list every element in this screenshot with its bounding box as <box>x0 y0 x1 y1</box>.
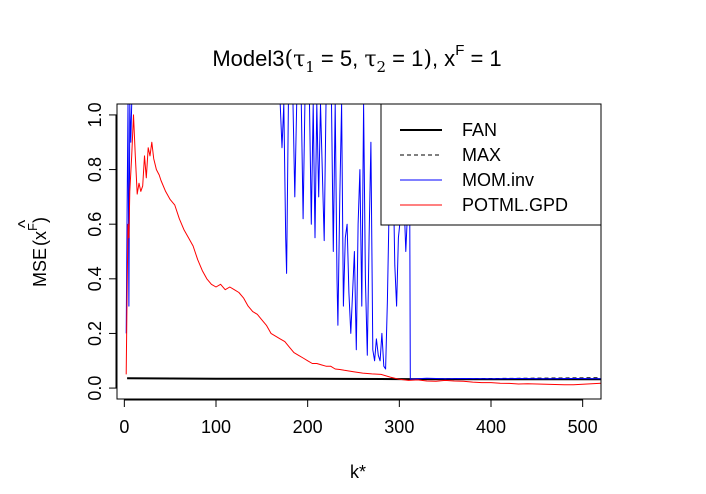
legend-label-mom-inv: MOM.inv <box>462 170 534 190</box>
title-tau-2: τ <box>364 47 376 72</box>
plot-frame <box>116 103 602 400</box>
x-axis: 0 100 200 300 400 500 <box>119 399 598 437</box>
y-axis: 0.0 0.2 0.4 0.6 0.8 1.0 <box>85 102 117 401</box>
y-tick-label: 0.4 <box>85 266 105 291</box>
title-sup: F <box>455 42 464 59</box>
y-label-hat: ^ <box>15 219 35 228</box>
title-sub-2: 2 <box>377 58 387 76</box>
svg-text:MSE(xF): MSE (xF) <box>25 217 50 287</box>
y-label-sup: F <box>25 223 40 231</box>
title-eq-2: = 1 <box>386 46 423 71</box>
y-label-prefix: MSE <box>30 248 50 287</box>
title-eq-3: = 1 <box>464 46 501 71</box>
title-eq-1: = 5, <box>315 46 365 71</box>
x-tick-label: 400 <box>476 417 506 437</box>
y-tick-label: 0.2 <box>85 321 105 346</box>
title-open-paren: ( <box>284 47 293 72</box>
title-prefix: Model3 <box>212 46 284 71</box>
legend-label-potml-gpd: POTML.GPD <box>462 195 568 215</box>
x-tick-label: 200 <box>293 417 323 437</box>
y-tick-label: 0.8 <box>85 157 105 182</box>
x-tick-label: 300 <box>384 417 414 437</box>
y-axis-label: MSE (xF) ^ <box>15 217 50 287</box>
y-tick-label: 0.6 <box>85 212 105 237</box>
x-axis-label: k* <box>350 462 366 482</box>
y-tick-label: 1.0 <box>85 102 105 127</box>
y-label-x: x <box>30 231 50 240</box>
series-line-potml-gpd <box>125 114 601 386</box>
x-tick-label: 500 <box>568 417 598 437</box>
title-close-paren: ) <box>423 47 432 72</box>
series-line-max <box>243 377 601 380</box>
legend-label-fan: FAN <box>462 120 497 140</box>
series-line-fan <box>127 377 601 381</box>
y-tick-label: 0.0 <box>85 376 105 401</box>
title-sub-1: 1 <box>305 58 315 76</box>
y-label-close-paren: ) <box>30 217 50 223</box>
chart-title: Model3(τ1 = 5, τ2 = 1), xF = 1 <box>212 42 501 76</box>
legend-label-max: MAX <box>462 145 501 165</box>
x-tick-label: 0 <box>119 417 129 437</box>
legend: FAN MAX MOM.inv POTML.GPD <box>380 103 602 226</box>
title-tau-1: τ <box>293 47 305 72</box>
y-label-open-paren: ( <box>30 240 50 246</box>
title-x-part: , x <box>432 46 455 71</box>
x-tick-label: 100 <box>201 417 231 437</box>
